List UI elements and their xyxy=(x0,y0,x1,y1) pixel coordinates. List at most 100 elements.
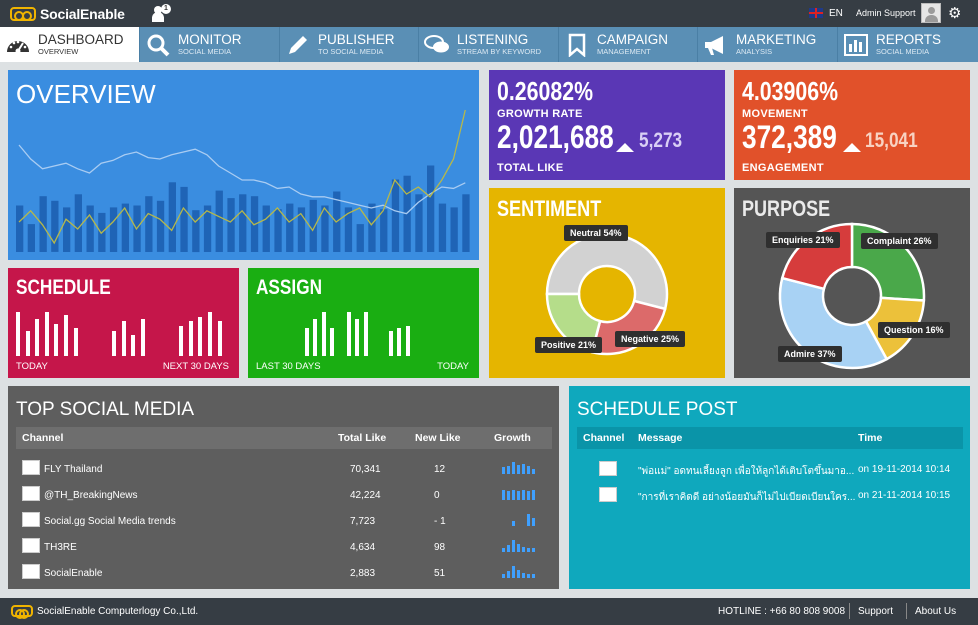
overview-bar xyxy=(109,207,118,252)
movement-tile[interactable]: 4.03906% MOVEMENT 372,389 15,041 ENGAGEM… xyxy=(734,70,970,180)
purpose-title: PURPOSE xyxy=(742,196,831,221)
post-time: on 19-11-2014 10:14 xyxy=(858,464,951,475)
growth-bar xyxy=(532,518,535,526)
nav-subtitle: ANALYSIS xyxy=(736,47,773,56)
channel-name: TH3RE xyxy=(44,542,77,553)
growth-bar xyxy=(507,571,510,578)
donut-label: Question 16% xyxy=(878,322,950,338)
schedule-post-title: SCHEDULE POST xyxy=(577,399,738,420)
user-name[interactable]: Admin Support xyxy=(856,8,916,18)
overview-bar xyxy=(51,200,59,252)
purpose-tile[interactable]: PURPOSE Complaint 26% Question 16% Admir… xyxy=(734,188,970,378)
bar xyxy=(363,312,368,356)
bar xyxy=(198,317,203,356)
bar xyxy=(405,326,410,356)
growth-bar xyxy=(532,574,535,578)
dashboard-gauge-icon xyxy=(4,31,32,59)
growth-sparkbar xyxy=(502,461,542,474)
bar xyxy=(188,321,193,356)
growth-sparkbar xyxy=(502,487,542,500)
nav-subtitle: STREAM BY KEYWORD xyxy=(457,47,542,56)
assign-tile[interactable]: ASSIGN LAST 30 DAYS TODAY xyxy=(248,268,479,378)
growth-bar xyxy=(527,574,530,578)
overview-bar xyxy=(145,196,153,252)
table-row[interactable]: "พ่อแม่" อดทนเลี้ยงลูก เพื่อให้ลูกได้เติ… xyxy=(577,457,963,482)
overview-tile[interactable]: OVERVIEW xyxy=(8,70,479,260)
column-header: Growth xyxy=(494,432,531,444)
donut-label: Negative 25% xyxy=(615,331,686,347)
growth-bar xyxy=(512,540,515,552)
footer-about-link[interactable]: About Us xyxy=(915,606,957,617)
nav-reports[interactable]: REPORTS SOCIAL MEDIA xyxy=(838,27,978,62)
table-row[interactable]: SocialEnable 2,883 51 xyxy=(16,560,552,586)
donut-label: Enquiries 21% xyxy=(766,232,840,248)
bar-chart-icon xyxy=(842,31,870,59)
overview-bar xyxy=(239,194,247,252)
gear-icon[interactable]: ⚙ xyxy=(948,5,962,22)
bar xyxy=(64,315,68,356)
growth-bar xyxy=(532,548,535,552)
nav-monitor[interactable]: MONITOR SOCIAL MEDIA xyxy=(140,27,280,62)
new-like: 51 xyxy=(434,568,446,579)
user-notification-icon[interactable]: 1 xyxy=(150,4,172,24)
bar xyxy=(140,319,145,356)
schedule-left-label: TODAY xyxy=(16,361,48,372)
logo-text: SocialEnable xyxy=(40,5,125,22)
overview-bar xyxy=(63,207,71,252)
nav-subtitle: TO SOCIAL MEDIA xyxy=(318,47,384,56)
growth-bar xyxy=(517,491,520,500)
table-row[interactable]: TH3RE 4,634 98 xyxy=(16,534,552,560)
app-logo[interactable]: SocialEnable xyxy=(10,5,125,22)
column-header: Channel xyxy=(583,432,625,444)
footer-support-link[interactable]: Support xyxy=(858,606,894,617)
overview-bar xyxy=(286,203,294,252)
column-header: Channel xyxy=(22,432,64,444)
socialenable-logo-icon xyxy=(22,564,40,579)
language-selector[interactable]: EN xyxy=(829,8,843,19)
overview-bar xyxy=(215,190,223,252)
nav-listening[interactable]: LISTENING STREAM BY KEYWORD xyxy=(419,27,559,62)
overview-bar xyxy=(380,209,388,252)
growth-sparkbar xyxy=(502,565,542,578)
schedule-tile[interactable]: SCHEDULE TODAY NEXT 30 DAYS xyxy=(8,268,239,378)
nav-dashboard[interactable]: DASHBOARD OVERVIEW xyxy=(0,27,140,62)
nav-campaign[interactable]: CAMPAIGN MANAGEMENT xyxy=(559,27,698,62)
growth-bar xyxy=(512,490,515,500)
bar xyxy=(35,319,40,356)
nav-title: CAMPAIGN xyxy=(597,32,669,47)
nav-publisher[interactable]: PUBLISHER TO SOCIAL MEDIA xyxy=(280,27,419,62)
growth-rate-tile[interactable]: 0.26082% GROWTH RATE 2,021,688 5,273 TOT… xyxy=(489,70,725,180)
post-message: "พ่อแม่" อดทนเลี้ยงลูก เพื่อให้ลูกได้เติ… xyxy=(638,466,855,477)
overview-bar xyxy=(180,186,188,252)
overview-bar xyxy=(462,194,470,252)
growth-rate-value: 0.26082% xyxy=(497,76,594,106)
bookmark-icon xyxy=(563,31,591,59)
bar xyxy=(131,335,136,356)
assign-left-label: LAST 30 DAYS xyxy=(256,361,321,372)
notification-badge: 1 xyxy=(161,4,171,14)
sentiment-tile[interactable]: SENTIMENT Neutral 54% Negative 25% Posit… xyxy=(489,188,725,378)
new-like: 98 xyxy=(434,542,446,553)
table-row[interactable]: "การที่เราคิดดี อย่างน้อยมันก็ไม่ไปเบียด… xyxy=(577,483,963,508)
overview-bar xyxy=(168,182,176,253)
donut-label: Admire 37% xyxy=(778,346,842,362)
uk-flag-icon[interactable] xyxy=(809,8,823,18)
growth-bar xyxy=(502,574,505,578)
overview-bar xyxy=(356,224,364,252)
table-row[interactable]: FLY Thailand 70,341 12 xyxy=(16,456,552,482)
growth-bar xyxy=(512,521,515,526)
footer-company: SocialEnable Computerlogy Co.,Ltd. xyxy=(37,606,199,617)
table-row[interactable]: Social.gg Social Media trends 7,723 - 1 xyxy=(16,508,552,534)
avatar[interactable] xyxy=(921,3,941,23)
table-row[interactable]: @TH_BreakingNews 42,224 0 xyxy=(16,482,552,508)
sentiment-donut xyxy=(545,232,669,356)
bar xyxy=(217,321,222,356)
overview-bar xyxy=(262,205,270,252)
bar xyxy=(330,328,335,356)
donut-label: Neutral 54% xyxy=(564,225,628,241)
growth-bar xyxy=(532,490,535,500)
overview-bar xyxy=(427,165,435,252)
growth-bar xyxy=(522,490,525,500)
bar xyxy=(54,324,59,356)
nav-marketing[interactable]: MARKETING ANALYSIS xyxy=(698,27,838,62)
